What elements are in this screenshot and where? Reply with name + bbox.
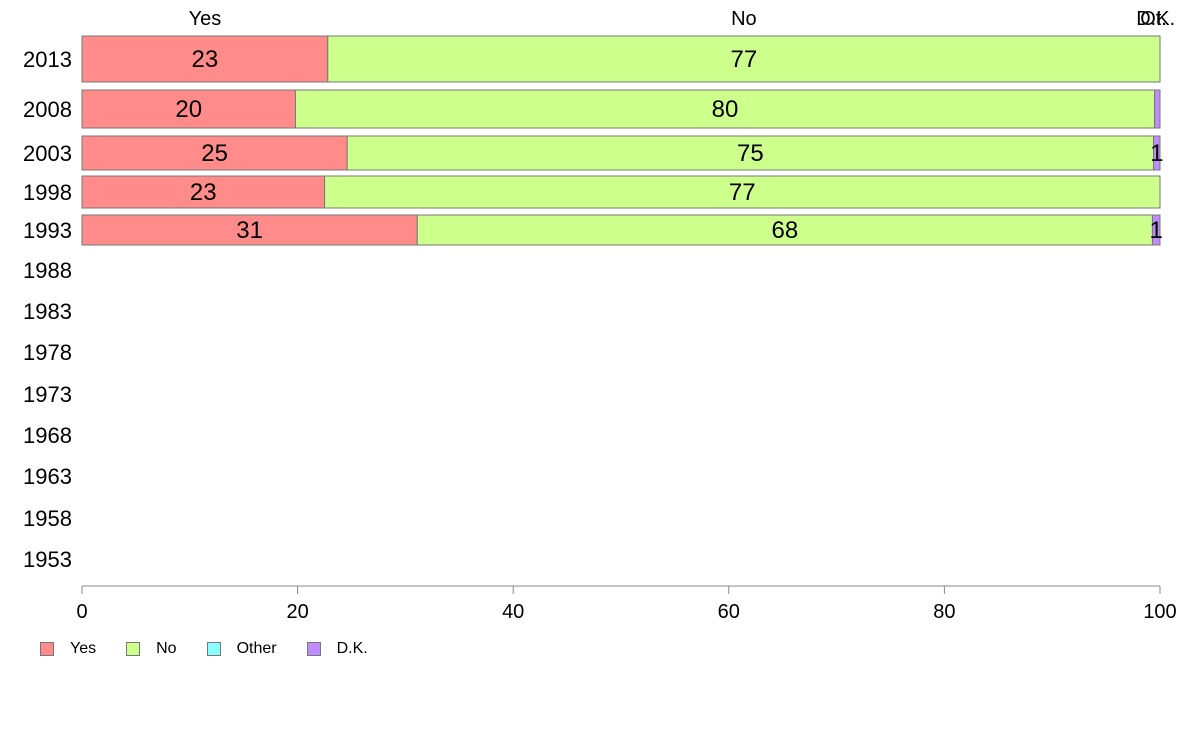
y-tick-label: 1958 <box>23 506 72 531</box>
top-category-labels: Yes No Ot.D.K. <box>189 8 1176 30</box>
y-tick-label: 1968 <box>23 423 72 448</box>
legend-swatch-other <box>206 642 221 656</box>
legend-label-other: Other <box>236 640 277 657</box>
bar-value-label: 31 <box>236 217 263 244</box>
legend-item-other: Other <box>206 640 277 658</box>
bar-value-label: 20 <box>175 96 202 123</box>
x-tick-label: 100 <box>1143 601 1176 623</box>
x-tick-label: 60 <box>718 601 740 623</box>
y-tick-label: 1988 <box>23 258 72 283</box>
bar-segment <box>324 175 1161 209</box>
bar-segment <box>81 214 418 246</box>
y-axis-labels: 2013 2008 2003 1998 1993 1988 1983 1978 1973 1968… <box>23 47 72 572</box>
legend-label-dk: D.K. <box>336 640 368 657</box>
legend-swatch-no <box>126 642 141 656</box>
x-tick-label: 40 <box>502 601 524 623</box>
top-category-label: Ot. <box>1140 8 1167 30</box>
bar-segment <box>1153 135 1161 171</box>
bar-segment <box>327 35 1161 83</box>
y-tick-label: 1993 <box>23 218 72 243</box>
bar-value-label: 25 <box>201 140 228 167</box>
bar-value-label: 77 <box>729 179 756 206</box>
bar-value-label: 80 <box>712 96 739 123</box>
y-tick-label: 1953 <box>23 547 72 572</box>
stacked-bar-chart: Yes No Ot.D.K. 2013 2008 2003 1998 1993 1988 198… <box>23 8 1177 623</box>
top-category-label: No <box>731 8 757 30</box>
top-category-label: D.K. <box>1136 8 1175 30</box>
bar-value-label: 75 <box>737 140 764 167</box>
y-tick-label: 1983 <box>23 299 72 324</box>
bar-value-label: 77 <box>731 46 758 73</box>
bar-segment <box>81 135 348 171</box>
y-tick-label: 2013 <box>23 47 72 72</box>
top-category-label: Yes <box>189 8 222 30</box>
bar-segment <box>1151 214 1161 246</box>
y-tick-label: 2003 <box>23 141 72 166</box>
bar-segment <box>346 135 1155 171</box>
bar-value-label: 68 <box>772 217 799 244</box>
legend-swatch-dk <box>306 642 321 656</box>
bar-value-label: 23 <box>190 179 217 206</box>
bar-value-label: 1 <box>1150 140 1163 167</box>
y-tick-label: 1978 <box>23 340 72 365</box>
legend: Yes No Other D.K. <box>40 640 398 658</box>
legend-item-yes: Yes <box>40 640 96 658</box>
legend-label-yes: Yes <box>70 640 97 657</box>
x-tick-label: 0 <box>76 601 87 623</box>
y-tick-label: 1973 <box>23 382 72 407</box>
legend-label-no: No <box>156 640 177 657</box>
bar-segment <box>81 175 326 209</box>
legend-item-dk: D.K. <box>306 640 368 658</box>
bar-value-label: 1 <box>1150 217 1163 244</box>
bars-group <box>81 35 1161 246</box>
y-tick-label: 1998 <box>23 180 72 205</box>
x-tick-label: 20 <box>286 601 308 623</box>
bar-segment <box>1154 89 1161 129</box>
x-tick-label: 80 <box>933 601 955 623</box>
legend-swatch-yes <box>40 642 54 656</box>
y-tick-label: 2008 <box>23 97 72 122</box>
x-axis: 0 20 40 60 80 100 <box>76 585 1177 623</box>
y-tick-label: 1963 <box>23 464 72 489</box>
legend-item-no: No <box>126 640 177 658</box>
bar-value-label: 23 <box>192 46 219 73</box>
